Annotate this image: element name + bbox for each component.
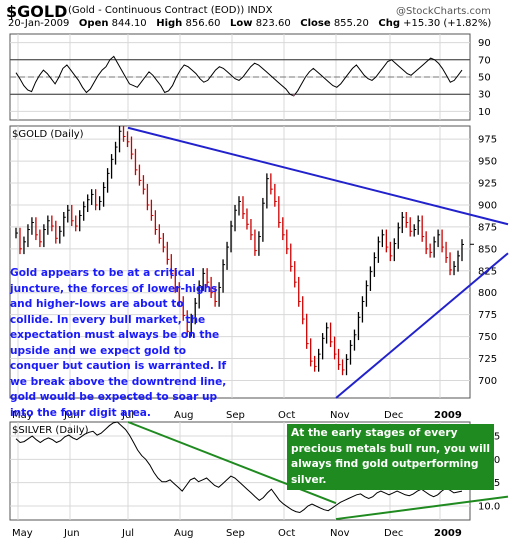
silver-x-tick-label: Jul — [121, 528, 134, 539]
low-label: Low — [230, 18, 253, 29]
indicator-y-tick-label: 90 — [478, 38, 491, 49]
gold-y-tick-label: 775 — [478, 310, 497, 321]
indicator-y-tick-label: 30 — [478, 90, 491, 101]
gold-x-tick-label: Aug — [174, 410, 194, 421]
gold-frame — [9, 125, 471, 399]
indicator-y-tick-label: 10 — [478, 107, 491, 118]
close-value: 855.20 — [333, 18, 369, 29]
silver-x-tick-label: 2009 — [434, 528, 462, 539]
silver-x-tick-label: May — [12, 528, 33, 539]
panel-indicator: 10 30 50 70 90 — [9, 33, 491, 121]
close-label: Close — [300, 18, 331, 29]
gold-y-tick-label: 975 — [478, 135, 497, 146]
silver-x-tick-label: Dec — [384, 528, 403, 539]
gold-y-tick-label: 750 — [478, 332, 497, 343]
gold-x-tick-label: Jun — [63, 410, 80, 421]
gold-y-tick-label: 850 — [478, 244, 497, 255]
silver-x-tick-label: Jun — [63, 528, 80, 539]
gold-y-tick-label: 800 — [478, 288, 497, 299]
gold-y-tick-label: 900 — [478, 200, 497, 211]
chg-value: +15.30 (+1.82%) — [403, 18, 492, 29]
gold-y-tick-label: 950 — [478, 157, 497, 168]
gold-x-tick-label: Dec — [384, 410, 403, 421]
silver-x-tick-label: Oct — [278, 528, 295, 539]
gold-x-tick-label: 2009 — [434, 410, 462, 421]
chart-symbol: $GOLD — [6, 2, 68, 21]
gold-trendline-2 — [335, 252, 509, 399]
gold-y-tick-label: 700 — [478, 376, 497, 387]
gold-y-tick-label: 725 — [478, 354, 497, 365]
open-value: 844.10 — [111, 18, 147, 29]
gold-x-tick-label: Nov — [330, 410, 350, 421]
silver-y-tick-label: 10.0 — [478, 502, 500, 513]
gold-x-tick-label: Sep — [226, 410, 245, 421]
gold-y-tick-label: 925 — [478, 179, 497, 190]
indicator-y-tick-label: 50 — [478, 73, 491, 84]
watermark: @StockCharts.com — [396, 6, 491, 17]
low-value: 823.60 — [255, 18, 291, 29]
chart-description: (Gold - Continuous Contract (EOD)) INDX — [68, 5, 273, 16]
silver-trendline-2 — [335, 495, 509, 521]
chg-label: Chg — [378, 18, 400, 29]
gold-x-tick-label: Oct — [278, 410, 295, 421]
indicator-y-tick-label: 70 — [478, 55, 491, 66]
open-label: Open — [78, 18, 109, 29]
silver-x-tick-label: Sep — [226, 528, 245, 539]
gold-annotation: Gold appears to be at a critical junctur… — [10, 267, 227, 419]
gold-x-tick-label: May — [12, 410, 33, 421]
gold-panel-label: $GOLD (Daily) — [12, 129, 84, 140]
silver-x-tick-label: Nov — [330, 528, 350, 539]
indicator-line — [15, 55, 463, 97]
silver-annotation: At the early stages of every precious me… — [287, 424, 494, 490]
quote-line: 20-Jan-2009 Open 844.10 High 856.60 Low … — [8, 18, 491, 29]
panel-gold: 700 725 750 775 800 825 850 875 900 925 950 975 May J… — [9, 125, 509, 421]
high-value: 856.60 — [185, 18, 221, 29]
gold-trendline-1 — [127, 126, 509, 226]
silver-panel-label: $SILVER (Daily) — [12, 425, 89, 436]
silver-price-line — [15, 421, 463, 514]
gold-y-tick-label: 875 — [478, 222, 497, 233]
quote-date: 20-Jan-2009 — [8, 18, 70, 29]
silver-x-tick-label: Aug — [174, 528, 194, 539]
gold-y-tick-label: 825 — [478, 266, 497, 277]
gold-x-tick-label: Jul — [121, 410, 134, 421]
high-label: High — [156, 18, 183, 29]
